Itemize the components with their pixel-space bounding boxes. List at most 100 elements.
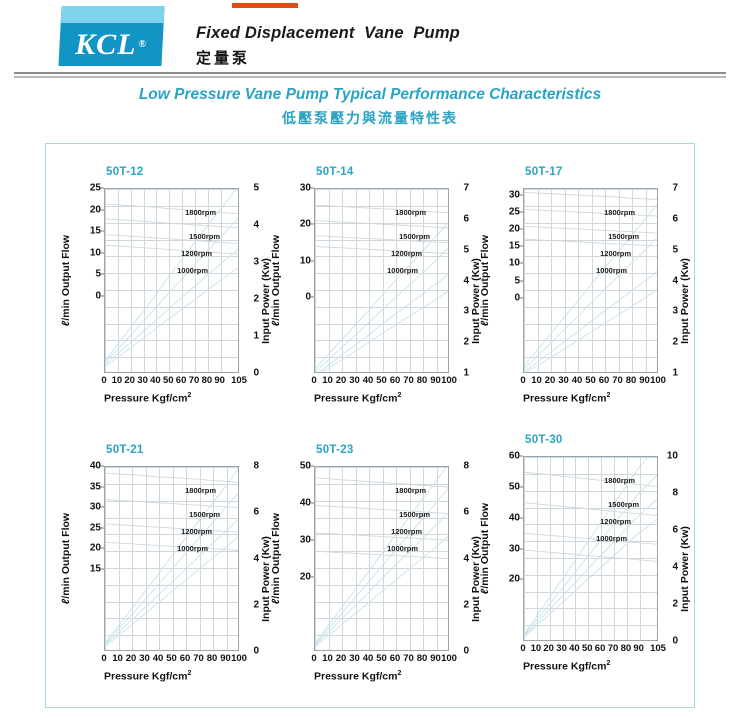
flow-curve-1200rpm [315, 235, 448, 244]
y-axis-right-ticks: 7 6 5 4 3 2 1 [451, 183, 471, 379]
gridline-horizontal [524, 457, 657, 458]
x-tick-label: 40 [362, 653, 374, 664]
plot-area: 1800rpm 1500rpm 1200rpm 1000rpm [104, 466, 239, 651]
x-axis-title: Pressure Kgf/cm2 [314, 670, 474, 683]
gridline-vertical [355, 189, 357, 372]
gridline-vertical [369, 467, 370, 650]
y-right-tick-label: 4 [463, 275, 469, 286]
power-curve-1200rpm [315, 512, 448, 646]
gridline-horizontal [315, 340, 448, 342]
gridline-horizontal [105, 306, 238, 308]
gridline-horizontal [105, 500, 238, 502]
x-tick-label: 50 [163, 375, 174, 386]
flow-curve-1000rpm [524, 549, 657, 562]
power-curve-1800rpm [524, 203, 657, 367]
flow-curve-1000rpm [105, 541, 238, 551]
y-tick-mark [310, 576, 314, 578]
y-tick-label: 20 [89, 204, 101, 215]
y-tick-mark [100, 568, 104, 570]
power-curve-1800rpm [315, 222, 448, 370]
gridline-vertical [342, 467, 343, 650]
gridline-horizontal [524, 289, 657, 291]
gridline-horizontal [315, 534, 448, 536]
x-tick-label: 0 [311, 653, 317, 664]
gridline-horizontal [315, 256, 448, 258]
y-tick-label: 15 [89, 225, 101, 237]
x-axis-title-superscript: 2 [606, 660, 611, 667]
chart-title: 50T-23 [316, 444, 354, 456]
y-axis-left-title-text: /min Output Flow [270, 512, 282, 599]
gridline-vertical [436, 467, 438, 650]
chart-title: 50T-21 [106, 444, 144, 456]
y-right-tick-label: 2 [463, 599, 469, 611]
power-curve-1200rpm [524, 271, 657, 372]
gridline-vertical [328, 467, 330, 650]
y-right-tick-label: 4 [672, 275, 678, 286]
y-tick-mark [100, 547, 104, 549]
y-axis-right-ticks: 10 8 6 4 2 0 [660, 451, 680, 647]
y-axis-left-title-text: /min Output Flow [479, 234, 491, 321]
gridline-horizontal [524, 473, 657, 475]
x-tick-label: 40 [569, 643, 580, 654]
gridline-vertical [524, 189, 525, 372]
y-tick-label: 25 [89, 522, 101, 534]
gridline-vertical [220, 189, 222, 372]
gridline-horizontal [105, 273, 238, 275]
x-tick-label: 100 [441, 375, 457, 386]
gridline-vertical [172, 467, 174, 650]
y-tick-label: 50 [508, 481, 520, 493]
x-tick-label: 90 [633, 643, 644, 654]
gridline-horizontal [105, 567, 238, 569]
gridline-vertical [575, 457, 577, 640]
gridline-vertical [169, 189, 171, 372]
x-axis-title-text: Pressure Kgf/cm [104, 392, 188, 405]
y-tick-mark [519, 455, 523, 457]
y-right-tick-label: 0 [463, 645, 469, 657]
x-tick-label: 70 [607, 643, 619, 654]
gridline-horizontal [105, 601, 238, 603]
y-right-tick-label: 1 [253, 330, 259, 342]
y-right-tick-label: 8 [672, 487, 678, 499]
x-tick-label: 0 [311, 375, 317, 386]
y-tick-mark [519, 578, 523, 580]
orange-accent-bar [232, 3, 298, 8]
gridline-horizontal [524, 256, 657, 258]
y-tick-label: 0 [305, 291, 311, 303]
y-right-tick-label: 0 [253, 367, 259, 379]
curve-layer [524, 457, 657, 638]
flow-curve-1200rpm [524, 532, 657, 545]
power-curve-1000rpm [321, 290, 448, 372]
x-tick-label: 20 [125, 653, 137, 664]
power-curve-1500rpm [315, 488, 448, 645]
power-curve-1800rpm [105, 189, 238, 362]
flow-curve-1000rpm [524, 238, 657, 247]
y-right-tick-label: 0 [253, 645, 259, 657]
y-tick-label: 60 [508, 450, 520, 462]
gridline-vertical [409, 467, 411, 650]
gridline-horizontal [315, 357, 448, 359]
gridline-horizontal [524, 239, 657, 241]
y-tick-label: 20 [89, 542, 101, 554]
flow-curve-1200rpm [105, 523, 238, 533]
y-tick-label: 25 [89, 182, 101, 194]
gridline-vertical [614, 457, 615, 640]
y-right-tick-label: 7 [672, 182, 678, 194]
gridline-vertical [145, 467, 147, 650]
gridline-vertical [182, 189, 184, 372]
power-curve-1800rpm [524, 457, 649, 635]
y-right-tick-label: 6 [463, 506, 469, 518]
x-tick-label: 10 [322, 653, 333, 664]
x-tick-label: 50 [376, 375, 387, 386]
power-curve-1200rpm [318, 274, 448, 372]
y-tick-mark [100, 295, 104, 297]
x-tick-label: 10 [112, 653, 123, 664]
gridline-horizontal [105, 467, 238, 468]
gridline-horizontal [105, 584, 238, 586]
gridline-horizontal [105, 205, 238, 207]
y-right-tick-label: 6 [672, 213, 678, 225]
y-tick-label: 25 [508, 206, 520, 218]
y-tick-mark [310, 260, 314, 261]
power-curve-1500rpm [315, 248, 448, 372]
x-axis-title-text: Pressure Kgf/cm [523, 392, 607, 405]
